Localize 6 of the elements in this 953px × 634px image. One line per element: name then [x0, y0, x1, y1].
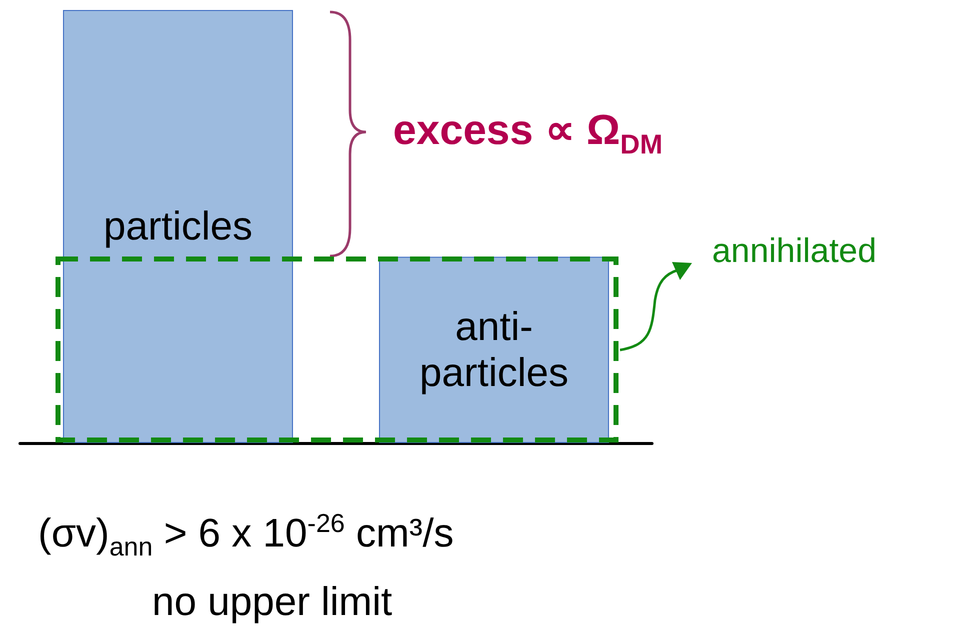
x-tick-label: anti-particles: [420, 304, 568, 395]
text: (σv)$_{ann}$ > 6 x 10$^{-26}$ cm³/s: [38, 508, 454, 562]
x-tick-label: particles: [104, 204, 252, 248]
text: annihilated: [712, 232, 876, 271]
text: no upper limit: [152, 580, 392, 625]
annotation: excess ∝ Ω$_{DM}$: [393, 105, 663, 160]
